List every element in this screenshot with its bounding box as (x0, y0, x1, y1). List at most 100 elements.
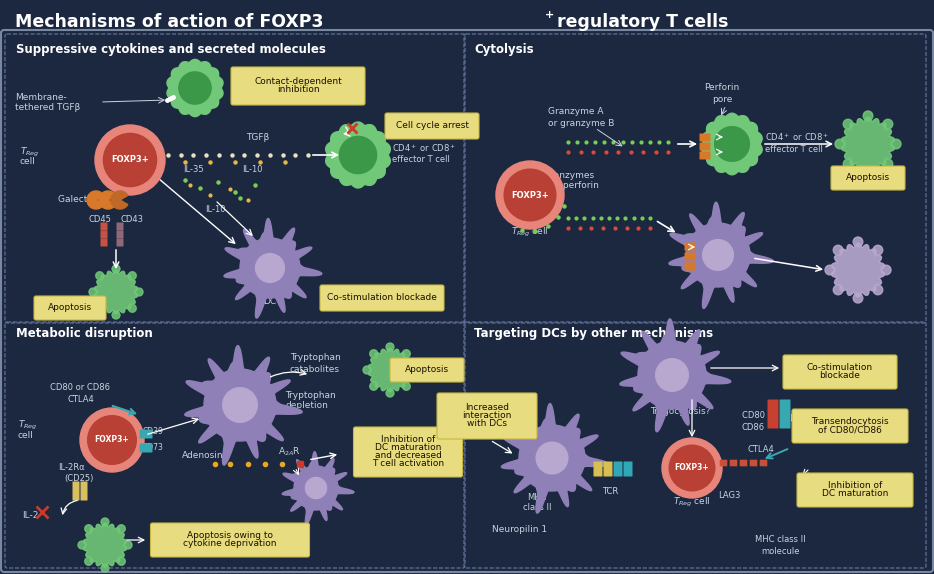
Circle shape (88, 416, 136, 464)
FancyBboxPatch shape (720, 460, 728, 466)
Polygon shape (368, 348, 412, 392)
Circle shape (843, 119, 853, 129)
Circle shape (882, 265, 891, 275)
FancyBboxPatch shape (614, 461, 622, 476)
FancyBboxPatch shape (101, 231, 107, 239)
Text: cell: cell (18, 430, 34, 440)
FancyBboxPatch shape (320, 285, 444, 311)
FancyBboxPatch shape (685, 262, 696, 270)
Text: and perforin: and perforin (543, 181, 599, 191)
Text: CD39: CD39 (143, 428, 163, 436)
Text: of CD80/CD86: of CD80/CD86 (818, 425, 882, 435)
Text: Granzymes: Granzymes (543, 170, 594, 180)
Polygon shape (502, 404, 609, 513)
Polygon shape (224, 219, 322, 318)
Text: CTLA4: CTLA4 (68, 395, 94, 405)
Text: interaction: interaction (462, 412, 512, 421)
Circle shape (95, 125, 165, 195)
Text: regulatory T cells: regulatory T cells (551, 13, 729, 31)
Polygon shape (620, 319, 730, 432)
Text: blockade: blockade (819, 371, 860, 381)
FancyBboxPatch shape (390, 358, 464, 382)
Circle shape (656, 359, 688, 391)
Text: Neuropilin 1: Neuropilin 1 (492, 526, 547, 534)
Wedge shape (87, 191, 104, 209)
Text: catabolites: catabolites (290, 364, 340, 374)
FancyBboxPatch shape (624, 461, 632, 476)
Circle shape (504, 169, 556, 221)
Circle shape (305, 478, 327, 499)
Polygon shape (326, 122, 390, 188)
Text: IL-35: IL-35 (183, 165, 204, 174)
Circle shape (403, 350, 410, 358)
Text: $T_{Reg}$: $T_{Reg}$ (18, 418, 37, 432)
Text: DC maturation: DC maturation (822, 490, 888, 498)
Circle shape (112, 311, 120, 319)
Text: Apoptosis: Apoptosis (846, 173, 890, 183)
Circle shape (715, 127, 749, 161)
Circle shape (662, 438, 722, 498)
Circle shape (256, 254, 284, 282)
Text: FOXP3+: FOXP3+ (111, 156, 149, 165)
FancyBboxPatch shape (139, 444, 152, 452)
FancyBboxPatch shape (139, 429, 152, 439)
FancyBboxPatch shape (759, 460, 768, 466)
Text: Increased: Increased (465, 404, 509, 413)
Circle shape (85, 525, 92, 533)
Text: TGFβ: TGFβ (247, 134, 270, 142)
Text: CD4$^+$ or CD8$^+$: CD4$^+$ or CD8$^+$ (392, 142, 457, 154)
Text: CD80 or CD86: CD80 or CD86 (50, 383, 110, 393)
Text: Mechanisms of action of FOXP3: Mechanisms of action of FOXP3 (15, 13, 323, 31)
Text: Tryptophan: Tryptophan (285, 390, 335, 400)
Circle shape (370, 350, 377, 358)
Text: Co-stimulation: Co-stimulation (807, 363, 873, 373)
Text: A$_{2A}$R: A$_{2A}$R (278, 446, 301, 458)
Circle shape (891, 139, 901, 149)
Circle shape (403, 382, 410, 390)
Circle shape (96, 304, 104, 312)
Text: Apoptosis: Apoptosis (48, 304, 92, 312)
FancyBboxPatch shape (593, 461, 602, 476)
Circle shape (370, 382, 377, 390)
Circle shape (80, 408, 144, 472)
Text: FOXP3+: FOXP3+ (674, 463, 709, 472)
Text: IL-10: IL-10 (242, 165, 262, 174)
Circle shape (135, 288, 143, 296)
Text: $T_{Reg}$: $T_{Reg}$ (20, 145, 39, 158)
Text: FOXP3+: FOXP3+ (94, 436, 129, 444)
Circle shape (96, 272, 104, 280)
FancyBboxPatch shape (700, 134, 711, 142)
FancyBboxPatch shape (780, 400, 790, 429)
Text: Co-stimulation blockade: Co-stimulation blockade (327, 293, 437, 302)
FancyBboxPatch shape (150, 523, 309, 557)
Circle shape (536, 442, 568, 474)
Text: TCR: TCR (601, 487, 618, 497)
FancyBboxPatch shape (117, 231, 123, 239)
Circle shape (409, 366, 417, 374)
Circle shape (128, 304, 136, 312)
Text: Perforin: Perforin (704, 83, 740, 92)
Circle shape (101, 564, 109, 572)
Circle shape (833, 245, 842, 255)
Text: CTLA4: CTLA4 (748, 445, 774, 455)
Circle shape (363, 366, 371, 374)
Text: DC: DC (263, 297, 276, 307)
Polygon shape (185, 346, 303, 465)
FancyBboxPatch shape (685, 253, 696, 261)
Polygon shape (842, 117, 895, 171)
FancyBboxPatch shape (750, 460, 757, 466)
Text: Apoptosis owing to: Apoptosis owing to (187, 532, 273, 541)
Text: CD43: CD43 (120, 215, 144, 224)
Text: Membrane-: Membrane- (15, 92, 66, 102)
Circle shape (669, 445, 715, 491)
Polygon shape (83, 523, 127, 567)
Text: IDO: IDO (230, 392, 250, 402)
Text: and decreased: and decreased (375, 452, 442, 460)
Text: Cytolysis: Cytolysis (474, 42, 533, 56)
Text: Cell cycle arrest: Cell cycle arrest (395, 122, 469, 130)
Text: cytokine deprivation: cytokine deprivation (183, 540, 276, 549)
Text: FOXP3+: FOXP3+ (511, 191, 549, 200)
Text: Targeting DCs by other mechanisms: Targeting DCs by other mechanisms (474, 327, 714, 339)
Text: or granzyme B: or granzyme B (548, 118, 615, 127)
Text: molecule: molecule (761, 546, 800, 556)
